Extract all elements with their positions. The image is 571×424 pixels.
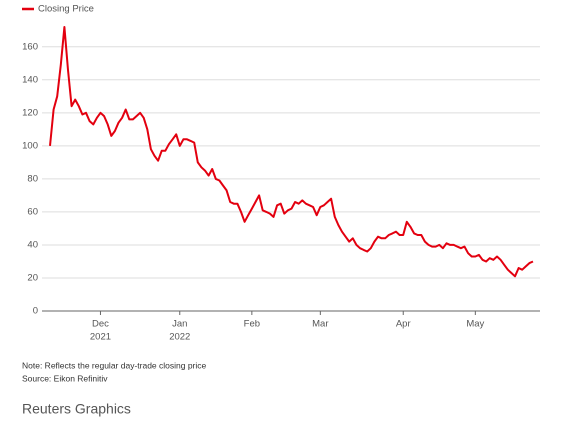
brand: Reuters Graphics <box>22 401 131 417</box>
legend-label: Closing Price <box>38 4 94 15</box>
x-tick-label: May <box>466 319 484 330</box>
y-tick-label: 0 <box>33 306 38 317</box>
x-tick-label: Mar <box>312 319 328 330</box>
y-tick-label: 20 <box>27 272 38 283</box>
x-tick-year: 2021 <box>90 332 111 343</box>
y-tick-label: 80 <box>27 173 38 184</box>
y-tick-label: 160 <box>22 41 38 52</box>
y-tick-label: 100 <box>22 140 38 151</box>
source: Source: Eikon Refinitiv <box>22 373 108 383</box>
x-tick-label: Jan <box>172 319 187 330</box>
x-tick-year: 2022 <box>169 332 190 343</box>
note: Note: Reflects the regular day-trade clo… <box>22 360 207 370</box>
x-tick-label: Dec <box>92 319 109 330</box>
price-line <box>49 26 534 278</box>
y-tick-label: 40 <box>27 239 38 250</box>
y-tick-label: 60 <box>27 206 38 217</box>
y-tick-label: 120 <box>22 107 38 118</box>
y-tick-label: 140 <box>22 74 38 85</box>
x-tick-label: Feb <box>244 319 260 330</box>
x-tick-label: Apr <box>396 319 411 330</box>
